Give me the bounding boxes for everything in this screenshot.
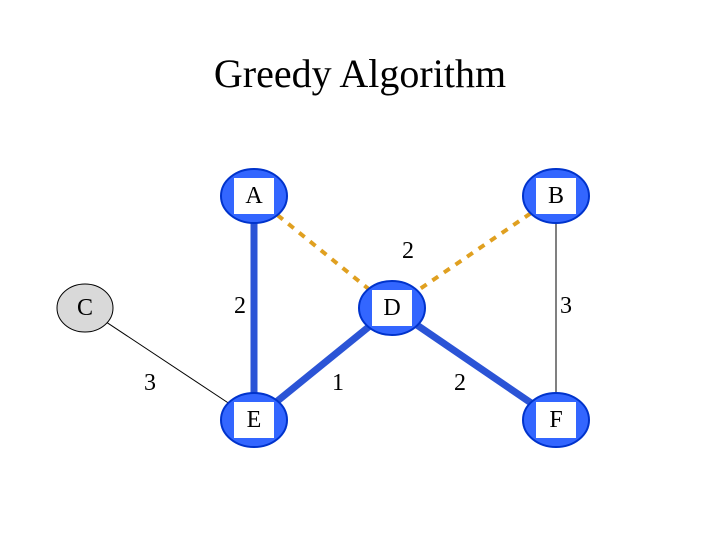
diagram-stage: Greedy Algorithm ABCDEF 223312 [0, 0, 720, 540]
edge-weight-1: 2 [234, 293, 246, 320]
edge-weight-5: 2 [454, 370, 466, 397]
node-label-A: A [245, 183, 263, 209]
edge-D-E [277, 327, 368, 401]
edge-weight-2: 3 [560, 293, 572, 320]
edge-weight-3: 3 [144, 370, 156, 397]
graph-svg: A B C D E F [0, 0, 720, 540]
node-label-F: F [549, 407, 562, 433]
node-label-D: D [383, 295, 400, 321]
edge-B-D [417, 213, 530, 290]
node-label-B: B [548, 183, 564, 209]
edge-weight-4: 1 [332, 370, 344, 397]
node-label-C: C [77, 295, 93, 321]
node-label-E: E [247, 407, 262, 433]
edge-weight-0: 2 [402, 238, 414, 265]
edge-A-D [277, 215, 368, 289]
edge-C-E [107, 323, 228, 403]
edge-D-F [417, 325, 530, 402]
